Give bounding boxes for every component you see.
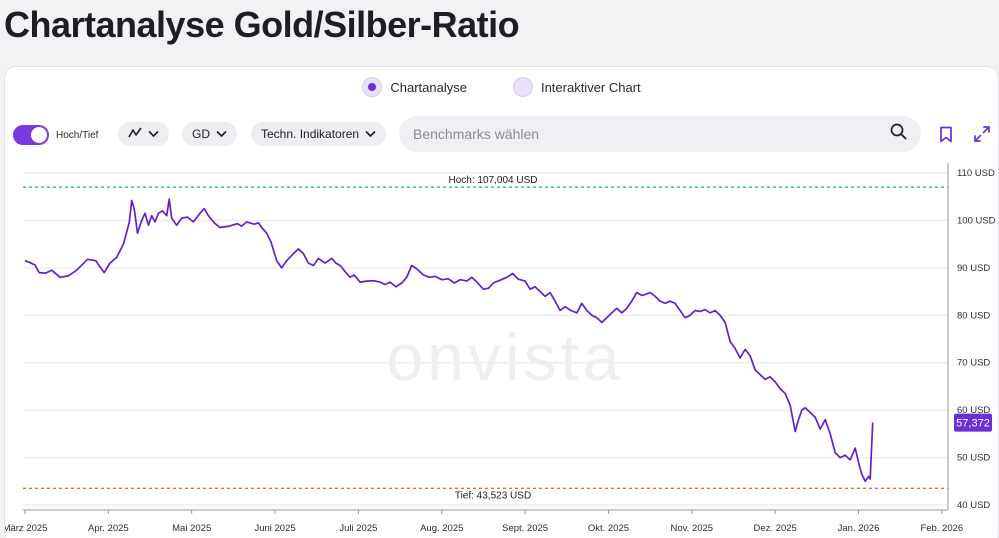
onvista-watermark: onvista xyxy=(386,320,623,394)
y-tick-label: 80 USD xyxy=(957,310,990,321)
chart-toolbar: Hoch/Tief GD Techn. Indikatoren xyxy=(5,116,998,154)
chart-grid xyxy=(23,172,948,506)
x-tick-label: März 2025 xyxy=(5,523,47,534)
bookmark-icon[interactable] xyxy=(933,121,959,147)
hochtief-label: Hoch/Tief xyxy=(56,129,99,141)
x-axis: März 2025 Apr. 2025 Mai 2025 Juni 2025 Juli … xyxy=(5,163,963,534)
y-tick-label: 60 USD xyxy=(957,405,990,416)
chart-card: Chartanalyse Interaktiver Chart Hoch/Tie… xyxy=(4,66,999,538)
line-chart-icon xyxy=(128,127,142,142)
high-label: Hoch: 107,004 USD xyxy=(449,175,538,186)
chevron-down-icon xyxy=(365,127,376,141)
y-tick-label: 70 USD xyxy=(957,358,990,369)
radio-unselected-icon xyxy=(512,77,533,97)
x-tick-label: Apr. 2025 xyxy=(88,523,129,534)
indicators-label: Techn. Indikatoren xyxy=(261,127,360,141)
gold-silver-ratio-chart: onvista Hoch: 107,004 USD Tief: 43,523 US… xyxy=(5,163,996,534)
radio-interaktiver-chart[interactable]: Interaktiver Chart xyxy=(512,77,641,97)
exchange-dropdown[interactable]: GD xyxy=(182,122,237,146)
chevron-down-icon xyxy=(148,127,159,141)
x-tick-label: Dez. 2025 xyxy=(753,523,796,534)
last-value-label: 57,372 xyxy=(956,418,990,430)
ratio-line xyxy=(24,198,874,483)
y-tick-label: 40 USD xyxy=(957,500,990,511)
view-toggle: Chartanalyse Interaktiver Chart xyxy=(5,77,998,97)
radio-chartanalyse-label: Chartanalyse xyxy=(390,79,467,95)
low-label-bg xyxy=(449,489,537,501)
search-icon[interactable] xyxy=(890,123,907,145)
benchmark-search xyxy=(399,116,921,152)
last-value-badge xyxy=(954,413,992,432)
x-tick-label: Okt. 2025 xyxy=(588,523,629,534)
x-tick-label: Nov. 2025 xyxy=(670,523,713,534)
x-tick-label: Jan. 2026 xyxy=(838,523,880,534)
y-tick-label: 100 USD xyxy=(957,215,996,226)
y-tick-label: 50 USD xyxy=(957,453,990,464)
radio-chartanalyse[interactable]: Chartanalyse xyxy=(362,77,467,97)
radio-interaktiver-chart-label: Interaktiver Chart xyxy=(540,79,641,95)
x-tick-label: Aug. 2025 xyxy=(420,523,463,534)
x-tick-label: Juni 2025 xyxy=(254,523,295,534)
x-tick-label: Feb. 2026 xyxy=(920,523,963,534)
x-tick-label: Sept. 2025 xyxy=(502,523,548,534)
expand-icon[interactable] xyxy=(969,121,995,147)
hochtief-toggle[interactable] xyxy=(13,125,49,145)
high-low-lines: Hoch: 107,004 USD Tief: 43,523 USD xyxy=(23,174,948,501)
benchmark-search-input[interactable] xyxy=(413,126,890,142)
y-tick-label: 90 USD xyxy=(957,263,990,274)
chevron-down-icon xyxy=(216,127,227,141)
chart-series: 57,372 xyxy=(24,198,992,483)
radio-selected-icon xyxy=(362,77,383,97)
high-label-bg xyxy=(445,174,541,186)
low-label: Tief: 43,523 USD xyxy=(455,490,531,501)
x-tick-label: Mai 2025 xyxy=(172,523,211,534)
y-axis: 110 USD 100 USD 90 USD 80 USD 70 USD 60 USD 50… xyxy=(957,168,996,511)
hochtief-toggle-wrap: Hoch/Tief xyxy=(13,125,98,145)
y-tick-label: 110 USD xyxy=(957,168,995,179)
page-title: Chartanalyse Gold/Silber-Ratio xyxy=(4,4,520,45)
x-tick-label: Juli 2025 xyxy=(339,523,377,534)
chart-type-dropdown[interactable] xyxy=(118,122,169,146)
indicators-dropdown[interactable]: Techn. Indikatoren xyxy=(251,122,387,146)
exchange-label: GD xyxy=(192,127,210,141)
